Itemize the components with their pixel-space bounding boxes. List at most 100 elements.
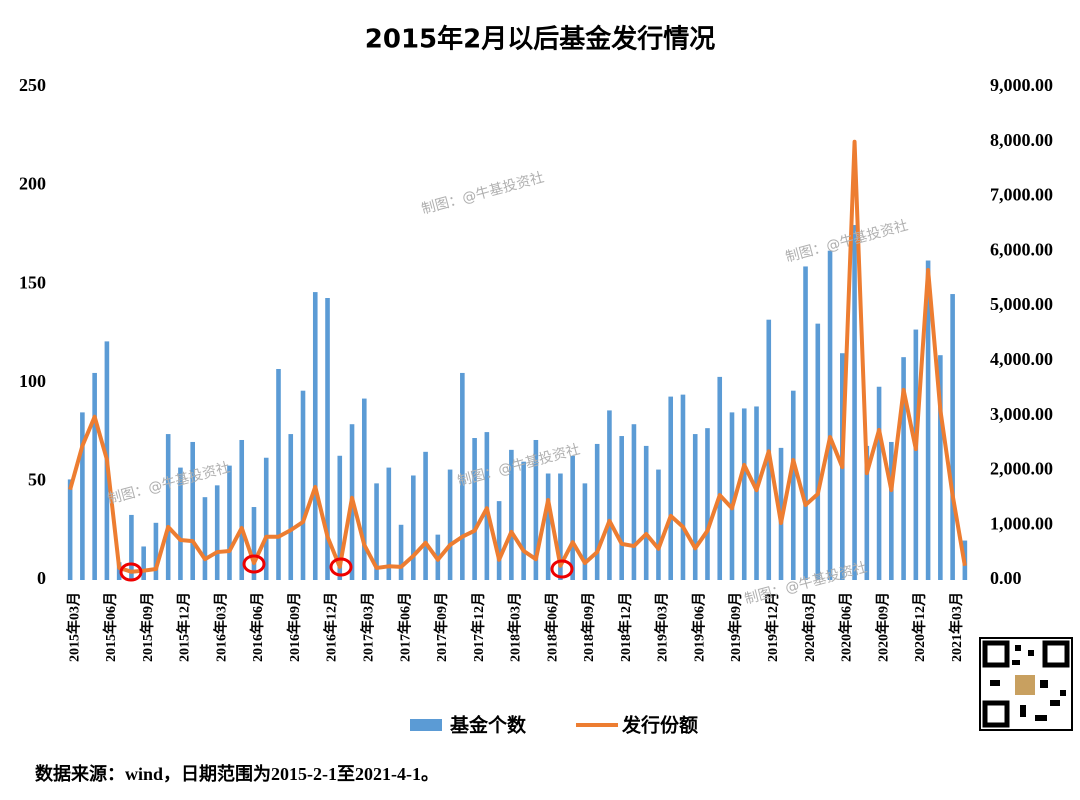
bar xyxy=(300,390,306,580)
bar xyxy=(717,376,723,580)
bar xyxy=(521,461,526,580)
bar xyxy=(276,368,281,580)
bar xyxy=(447,469,453,580)
x-tick-label: 2018年09月 xyxy=(580,592,597,662)
x-tick-label: 2015年12月 xyxy=(176,592,193,662)
bar xyxy=(411,475,416,580)
bar xyxy=(668,396,674,580)
y-tick-label: 250 xyxy=(19,75,46,95)
bar xyxy=(950,294,955,580)
y-tick-label: 200 xyxy=(19,174,46,194)
bar xyxy=(864,445,870,580)
x-tick-label: 2016年03月 xyxy=(212,592,229,662)
y2-tick-label: 7,000.00 xyxy=(990,185,1053,205)
x-tick-label: 2019年06月 xyxy=(690,592,707,662)
bar xyxy=(901,357,906,580)
bar xyxy=(214,485,220,580)
chart-title: 2015年2月以后基金发行情况 xyxy=(365,24,715,55)
bar xyxy=(938,355,943,580)
y2-tick-label: 2,000.00 xyxy=(990,459,1053,479)
bar xyxy=(594,443,600,580)
x-tick-label: 2016年12月 xyxy=(323,592,340,662)
bar xyxy=(239,439,245,580)
bar xyxy=(92,372,97,580)
bar xyxy=(545,473,551,580)
y-tick-label: 0 xyxy=(37,568,46,588)
bar xyxy=(484,432,490,580)
bar xyxy=(741,408,747,580)
y2-tick-label: 3,000.00 xyxy=(990,404,1053,424)
y-tick-label: 150 xyxy=(19,272,46,292)
bar xyxy=(631,424,637,580)
y-tick-label: 100 xyxy=(19,371,46,391)
y2-tick-label: 5,000.00 xyxy=(990,294,1053,314)
x-tick-label: 2018年12月 xyxy=(617,592,634,662)
bar xyxy=(692,434,698,580)
line xyxy=(68,139,967,574)
x-tick-label: 2020年03月 xyxy=(801,592,818,662)
bar xyxy=(754,406,759,580)
bar xyxy=(729,412,735,580)
bar xyxy=(582,483,588,580)
x-tick-label: 2015年09月 xyxy=(139,592,156,662)
bar xyxy=(153,522,159,580)
x-tick-label: 2018年03月 xyxy=(507,592,524,662)
x-tick-label: 2016年06月 xyxy=(249,592,266,662)
bar xyxy=(496,501,502,580)
x-tick-label: 2019年03月 xyxy=(654,592,671,662)
bar xyxy=(889,441,894,580)
y2-tick-label: 0.00 xyxy=(990,568,1022,588)
x-tick-label: 2015年03月 xyxy=(65,592,82,662)
bar xyxy=(619,436,624,580)
x-tick-label: 2017年03月 xyxy=(360,592,377,662)
bar xyxy=(165,434,171,580)
qr-code xyxy=(979,637,1073,731)
bar xyxy=(509,449,514,580)
bar xyxy=(386,467,392,580)
bar xyxy=(337,455,343,580)
y2-tick-label: 4,000.00 xyxy=(990,349,1053,369)
y2-tick-label: 1,000.00 xyxy=(990,513,1053,533)
x-tick-label: 2016年09月 xyxy=(286,592,303,662)
bar xyxy=(876,386,882,580)
bar xyxy=(398,524,404,580)
y-tick-label: 50 xyxy=(28,470,46,490)
x-tick-label: 2015年06月 xyxy=(102,592,119,662)
bar xyxy=(325,298,330,580)
highlight-circle xyxy=(119,562,143,582)
bar xyxy=(361,398,367,580)
bar xyxy=(460,372,465,580)
bar xyxy=(129,514,134,580)
bar xyxy=(533,439,539,580)
bar xyxy=(80,412,85,580)
bar xyxy=(790,390,796,580)
x-tick-label: 2017年09月 xyxy=(433,592,450,662)
bar xyxy=(803,266,808,580)
x-tick-label: 2017年06月 xyxy=(396,592,413,662)
source-note: 数据来源：wind，日期范围为2015-2-1至2021-4-1。 xyxy=(35,763,439,784)
bar xyxy=(423,451,428,580)
legend-swatch xyxy=(410,719,442,731)
bar xyxy=(116,562,122,580)
bar xyxy=(570,455,575,580)
bar xyxy=(178,467,183,580)
x-tick-label: 2020年09月 xyxy=(874,592,891,662)
highlight-circle xyxy=(242,554,266,574)
bar xyxy=(656,469,661,580)
bar xyxy=(190,441,195,580)
y2-tick-label: 6,000.00 xyxy=(990,239,1053,259)
x-tick-label: 2018年06月 xyxy=(543,592,560,662)
x-tick-label: 2019年12月 xyxy=(764,592,781,662)
bar xyxy=(251,507,257,580)
bar xyxy=(312,292,318,580)
x-tick-label: 2020年06月 xyxy=(838,592,855,662)
bar xyxy=(227,465,232,580)
bar xyxy=(263,457,269,580)
bar xyxy=(852,225,857,581)
highlight-circle xyxy=(329,557,353,577)
y2-tick-label: 8,000.00 xyxy=(990,130,1053,150)
bar xyxy=(67,479,73,580)
bar xyxy=(705,428,710,580)
bar xyxy=(472,438,477,580)
